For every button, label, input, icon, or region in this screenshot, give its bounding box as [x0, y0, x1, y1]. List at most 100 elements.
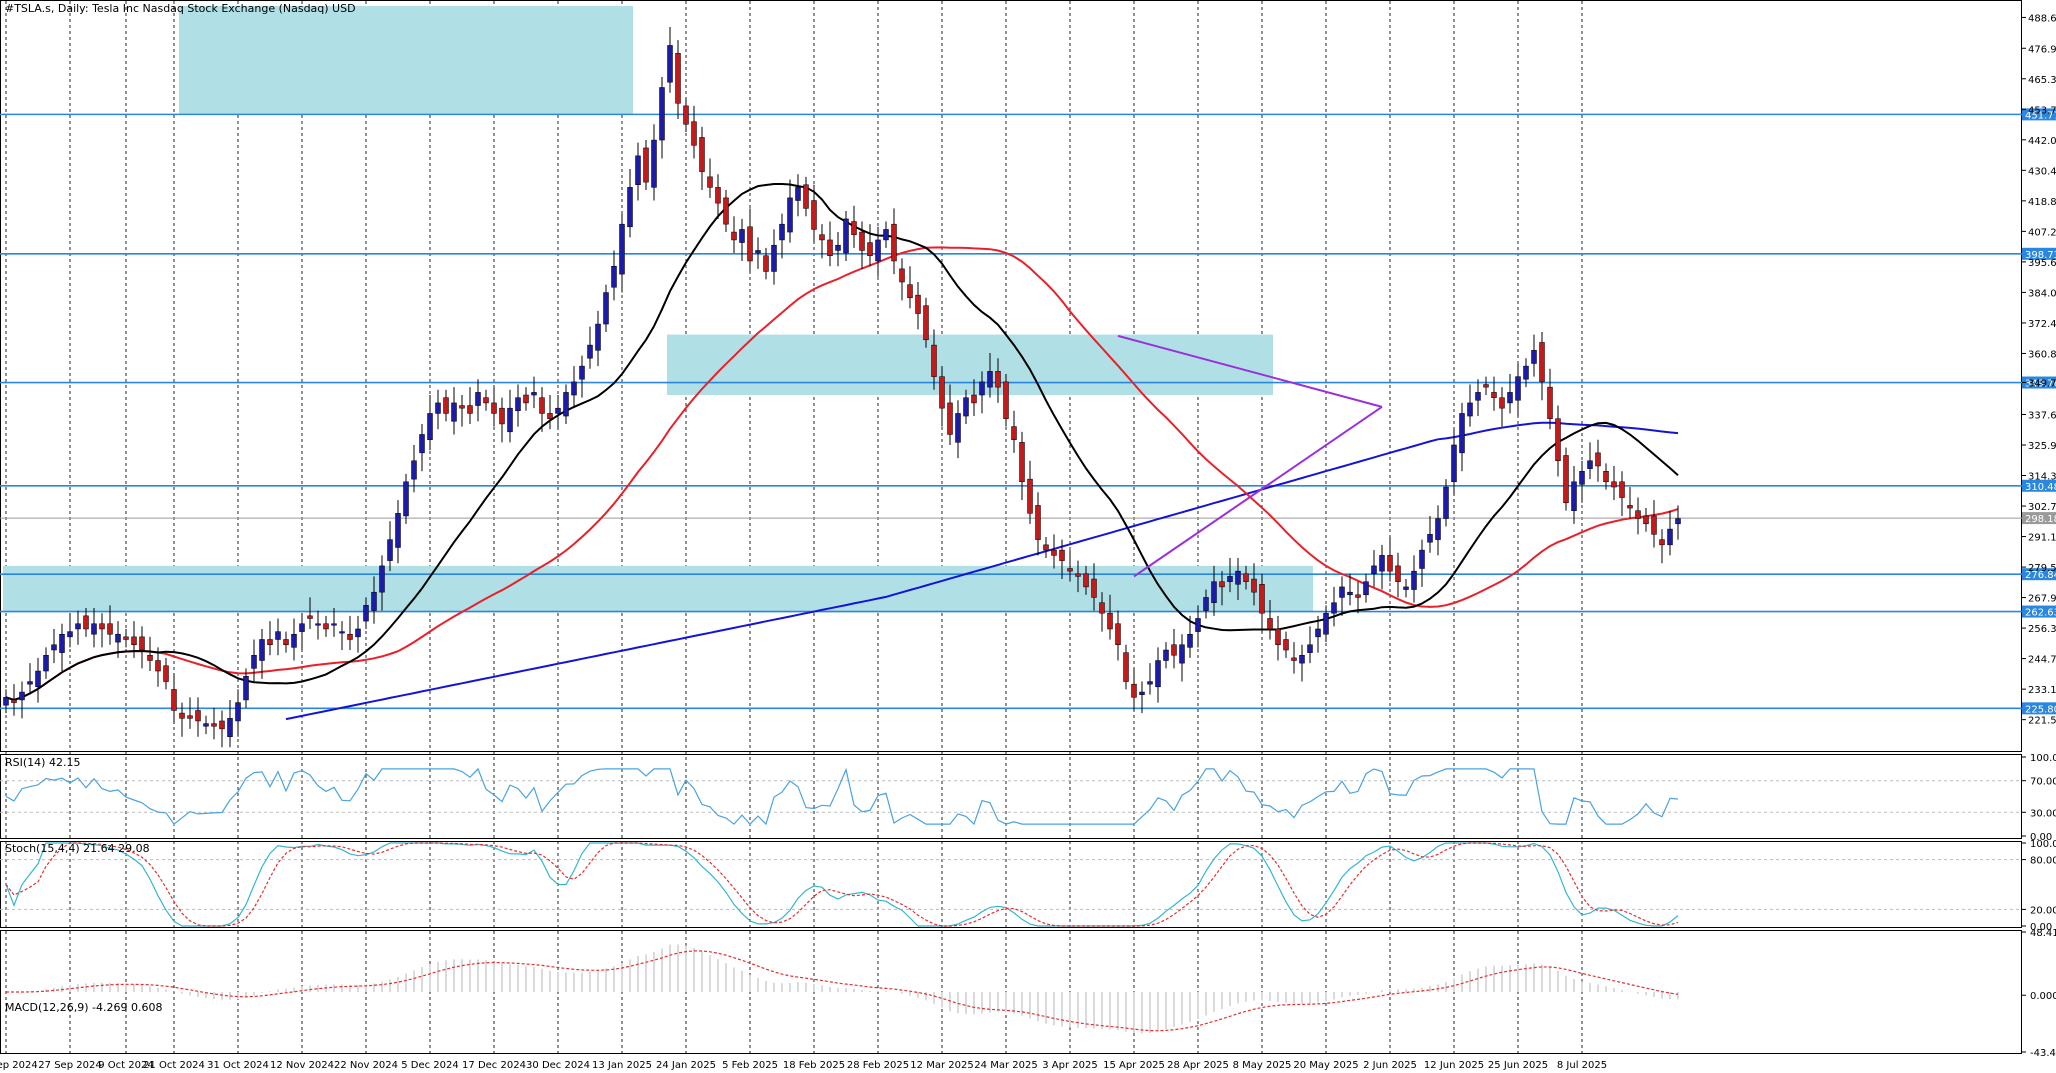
moving-averages [5, 183, 1679, 721]
candle-body [1091, 578, 1097, 598]
rsi-label: RSI(14) 42.15 [5, 756, 80, 769]
level-tag-label: 349.76 [2025, 379, 2056, 390]
candle-body [1563, 455, 1569, 504]
candle-body [1627, 505, 1633, 509]
date-tick-label: 21 Oct 2024 [143, 1060, 205, 1071]
candle-body [1123, 652, 1129, 682]
candle-body [955, 413, 961, 443]
candle-body [27, 681, 33, 685]
zone-rect [179, 6, 633, 114]
price-tick-label: 302.77 [2028, 502, 2056, 513]
macd-tick-label: -43.469 [2030, 1048, 2056, 1059]
macd-signal-line [6, 950, 1679, 1032]
candle-body [131, 636, 137, 645]
candle-body [859, 231, 865, 251]
candle-body [467, 405, 473, 414]
candle-body [1211, 581, 1217, 603]
candle-body [1099, 602, 1105, 614]
price-tick-label: 279.55 [2028, 563, 2056, 574]
candle-body [539, 397, 545, 414]
ma-slow-line [285, 421, 1679, 721]
candle-body [1571, 481, 1577, 511]
candle-body [747, 226, 753, 262]
price-tick-label: 372.43 [2028, 319, 2056, 330]
candle-body [1035, 505, 1041, 540]
candle-body [99, 623, 105, 630]
candle-body [475, 392, 481, 406]
date-tick-label: 20 May 2025 [1293, 1060, 1358, 1071]
date-tick-label: 17 Sep 2024 [0, 1060, 38, 1071]
date-tick-label: 12 Mar 2025 [910, 1060, 973, 1071]
candle-body [995, 371, 1001, 388]
date-tick-label: 13 Jan 2025 [592, 1060, 652, 1071]
candle-body [1579, 471, 1585, 485]
date-tick-label: 5 Feb 2025 [722, 1060, 778, 1071]
triangle-lower-line [1133, 406, 1383, 578]
candle-body [819, 234, 825, 241]
candle-body [227, 718, 233, 737]
price-tick-label: 291.16 [2028, 533, 2056, 544]
level-tag-label: 225.80 [2025, 704, 2056, 715]
candle-body [1515, 376, 1521, 401]
price-tick-label: 233.11 [2028, 685, 2056, 696]
price-tick-label: 453.70 [2028, 105, 2056, 116]
candle-body [355, 628, 361, 638]
level-tag [2022, 108, 2056, 121]
candle-body [1371, 565, 1377, 575]
date-tick-label: 8 Jul 2025 [1557, 1060, 1607, 1071]
price-tick-label: 407.26 [2028, 227, 2056, 238]
candle-body [739, 229, 745, 243]
candle-body [483, 397, 489, 404]
candle-body [187, 715, 193, 719]
candle-body [915, 294, 921, 314]
candle-body [571, 381, 577, 396]
candle-body [315, 623, 321, 626]
candle-body [235, 702, 241, 722]
candle-body [1323, 612, 1329, 635]
ma-mid-line [5, 246, 1679, 701]
candle-body [147, 655, 153, 661]
candle-body [379, 565, 385, 593]
candle-body [1435, 518, 1441, 540]
date-tick-label: 31 Oct 2024 [207, 1060, 269, 1071]
price-tick-label: 384.04 [2028, 288, 2056, 299]
candle-body [1251, 578, 1257, 593]
candle-body [259, 639, 265, 661]
candlesticks [3, 27, 1681, 748]
vertical-gridlines [5, 1, 1583, 1053]
candle-body [1147, 681, 1153, 685]
price-tick-label: 395.65 [2028, 258, 2056, 269]
candle-body [691, 121, 697, 146]
macd-tick-label: 0.000 [2030, 991, 2056, 1002]
candle-body [1011, 426, 1017, 440]
candle-body [635, 155, 641, 185]
price-tick-label: 244.72 [2028, 655, 2056, 666]
candle-body [1163, 649, 1169, 661]
candle-body [523, 394, 529, 404]
candle-body [1203, 597, 1209, 611]
candle-body [947, 402, 953, 435]
date-tick-label: 15 Apr 2025 [1103, 1060, 1165, 1071]
level-tag [2022, 247, 2056, 260]
candle-body [627, 187, 633, 228]
candle-body [1195, 618, 1201, 632]
date-tick-label: 22 Nov 2024 [334, 1060, 398, 1071]
candle-body [971, 394, 977, 404]
candle-body [1267, 618, 1273, 630]
date-tick-label: 9 Oct 2024 [98, 1060, 153, 1071]
candle-body [107, 623, 113, 635]
candle-body [403, 481, 409, 517]
candle-body [91, 623, 97, 635]
stoch-signal-line [5, 842, 1679, 927]
candle-body [1179, 644, 1185, 664]
candle-body [1027, 478, 1033, 514]
candle-body [1459, 413, 1465, 454]
macd-tick-label: 48.414 [2030, 928, 2056, 939]
candle-body [1499, 397, 1505, 409]
date-tick-label: 24 Mar 2025 [974, 1060, 1037, 1071]
date-tick-label: 5 Dec 2024 [401, 1060, 459, 1071]
candle-body [1275, 628, 1281, 645]
candle-body [715, 187, 721, 204]
candle-body [411, 460, 417, 480]
